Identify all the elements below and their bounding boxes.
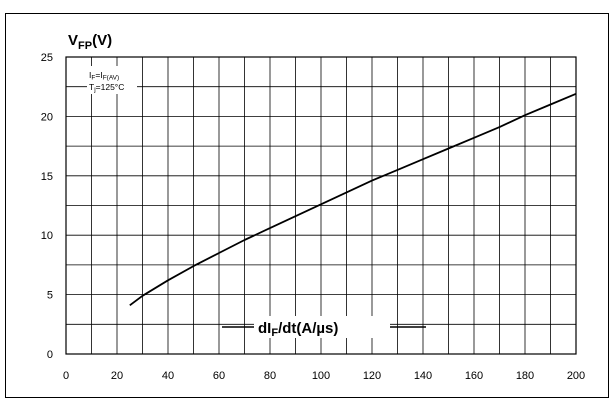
series-group [129,92,577,307]
x-axis-title-background [254,316,390,338]
plot-area-frame [65,56,577,355]
condition-temperature: Tj=125°C [89,82,124,94]
x-tick-label: 200 [567,370,585,382]
y-tick-label: 0 [47,349,53,361]
x-tick-label: 80 [264,370,276,382]
x-tick-label: 40 [162,370,174,382]
grid [65,56,577,355]
y-axis-title-background [66,30,152,54]
conditions-background [87,66,137,94]
tick-labels: 0 20 40 60 80 100 120 140 160 180 200 0 5 10 15 20 25 [41,52,585,382]
x-tick-label: 60 [213,370,225,382]
condition-current: IF=IF(AV) [89,70,119,82]
y-tick-label: 25 [41,52,53,64]
x-axis-title: dIF/dt(A/µs) [258,320,338,339]
x-tick-label: 140 [414,370,432,382]
y-tick-label: 20 [41,111,53,123]
y-tick-label: 5 [47,290,53,302]
y-tick-label: 10 [41,230,53,242]
x-tick-label: 120 [363,370,381,382]
y-tick-label: 15 [41,171,53,183]
x-tick-label: 20 [111,370,123,382]
y-axis-title: VFP(V) [68,32,112,52]
x-tick-label: 0 [63,370,69,382]
x-tick-label: 180 [516,370,534,382]
x-tick-label: 100 [312,370,330,382]
x-tick-label: 160 [465,370,483,382]
series-line [129,92,577,307]
